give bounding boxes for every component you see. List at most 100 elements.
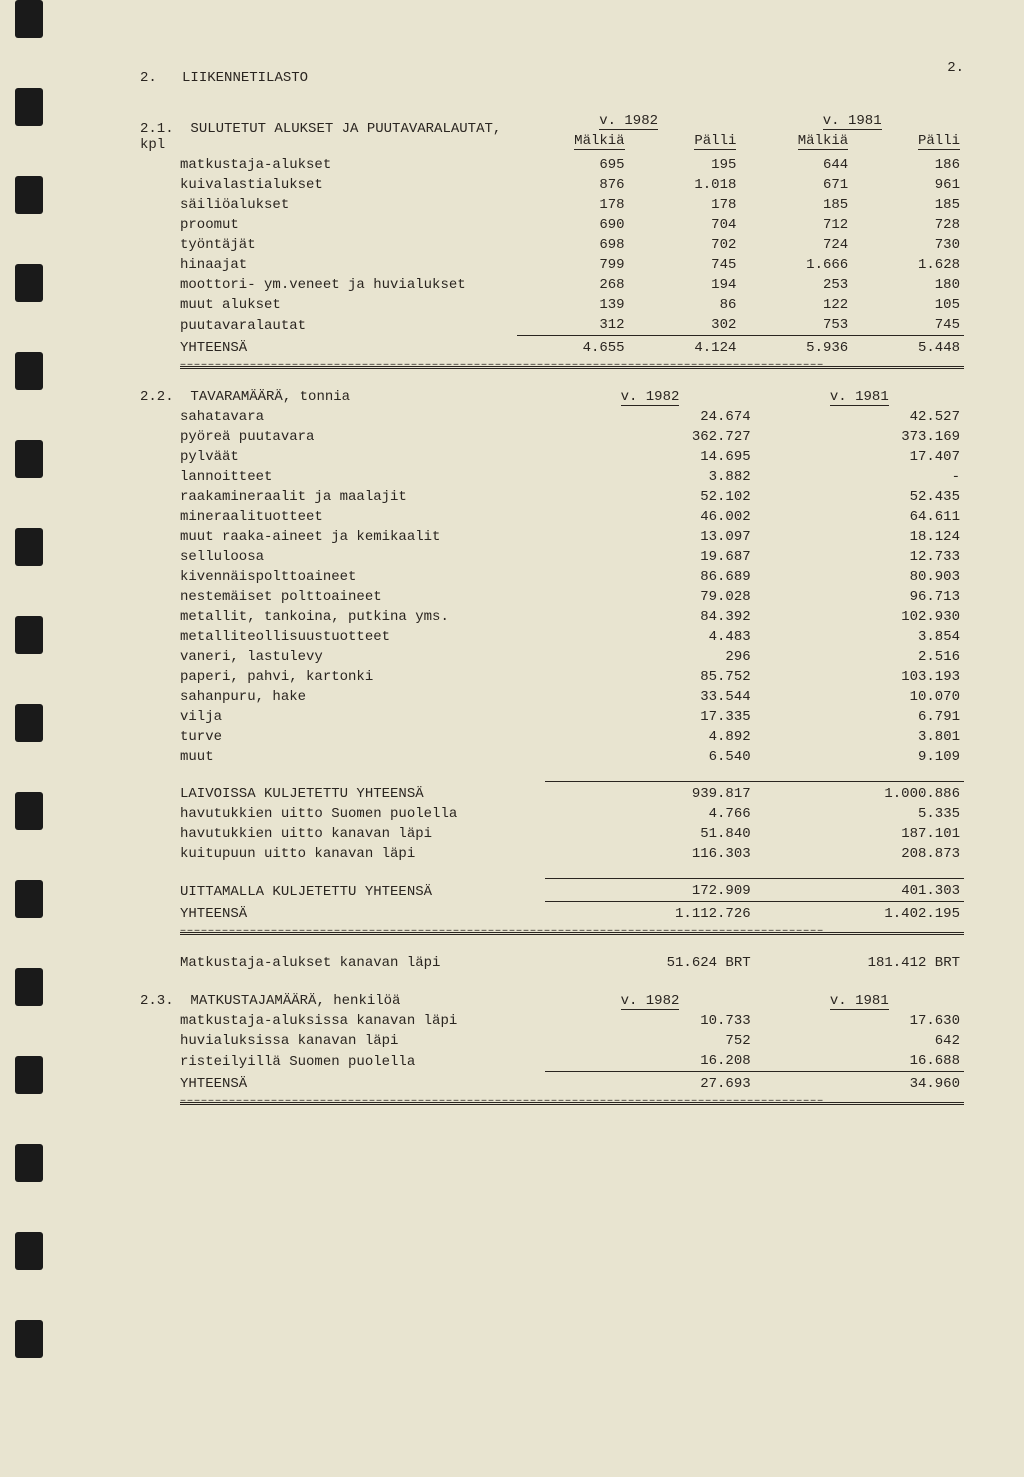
- row-val: 52.102: [545, 487, 754, 507]
- page-number: 2.: [947, 60, 964, 76]
- table-row: puutavaralautat312302753745: [140, 315, 964, 336]
- row-val: 16.688: [755, 1051, 964, 1072]
- row-val: 102.930: [755, 607, 964, 627]
- row-val: 18.124: [755, 527, 964, 547]
- row-val: 728: [852, 215, 964, 235]
- table-row: matkustaja-aluksissa kanavan läpi10.7331…: [140, 1011, 964, 1031]
- table-row: raakamineraalit ja maalajit52.10252.435: [140, 487, 964, 507]
- row-val: 644: [740, 155, 852, 175]
- section-title: LIIKENNETILASTO: [182, 70, 308, 86]
- table-row: muut alukset13986122105: [140, 295, 964, 315]
- row-val: 312: [517, 315, 629, 336]
- row-val: 103.193: [755, 667, 964, 687]
- table-row: muut raaka-aineet ja kemikaalit13.09718.…: [140, 527, 964, 547]
- table-2-2: 2.2. TAVARAMÄÄRÄ, tonnia v. 1982 v. 1981…: [140, 387, 964, 924]
- total-label: YHTEENSÄ: [140, 1072, 545, 1095]
- col-header: Mälkiä: [798, 133, 848, 150]
- table-row: pyöreä puutavara362.727373.169: [140, 427, 964, 447]
- row-val: 6.791: [755, 707, 964, 727]
- table-row: sahatavara24.67442.527: [140, 407, 964, 427]
- year-1981: v. 1981: [830, 993, 889, 1010]
- row-val: 86.689: [545, 567, 754, 587]
- row-val: 1.666: [740, 255, 852, 275]
- row-label: sahatavara: [140, 407, 545, 427]
- row-val: 116.303: [545, 844, 754, 864]
- row-val: 208.873: [755, 844, 964, 864]
- row-label: kuitupuun uitto kanavan läpi: [140, 844, 545, 864]
- subtotal-val: 401.303: [755, 879, 964, 902]
- row-val: 185: [852, 195, 964, 215]
- row-val: 42.527: [755, 407, 964, 427]
- extra-row-label: Matkustaja-alukset kanavan läpi: [140, 953, 545, 973]
- table-row: metalliteollisuustuotteet4.4833.854: [140, 627, 964, 647]
- row-val: 17.630: [755, 1011, 964, 1031]
- row-val: 52.435: [755, 487, 964, 507]
- row-label: työntäjät: [140, 235, 517, 255]
- subtotal-val: 1.000.886: [755, 782, 964, 805]
- row-label: matkustaja-alukset: [140, 155, 517, 175]
- row-val: 185: [740, 195, 852, 215]
- table-row: matkustaja-alukset695195644186: [140, 155, 964, 175]
- row-label: matkustaja-aluksissa kanavan läpi: [140, 1011, 545, 1031]
- row-val: 85.752: [545, 667, 754, 687]
- row-label: proomut: [140, 215, 517, 235]
- row-label: vaneri, lastulevy: [140, 647, 545, 667]
- row-val: 253: [740, 275, 852, 295]
- table-row: kivennäispolttoaineet86.68980.903: [140, 567, 964, 587]
- table-row: muut6.5409.109: [140, 747, 964, 767]
- total-val: 5.448: [852, 336, 964, 359]
- row-val: 10.733: [545, 1011, 754, 1031]
- subsection-title: TAVARAMÄÄRÄ, tonnia: [190, 389, 350, 405]
- row-val: 1.628: [852, 255, 964, 275]
- table-row: vilja17.3356.791: [140, 707, 964, 727]
- row-val: 961: [852, 175, 964, 195]
- table-row: kuivalastialukset8761.018671961: [140, 175, 964, 195]
- year-1982: v. 1982: [621, 993, 680, 1010]
- row-val: 186: [852, 155, 964, 175]
- row-val: 6.540: [545, 747, 754, 767]
- row-label: säiliöalukset: [140, 195, 517, 215]
- subsection-title: SULUTETUT ALUKSET JA PUUTAVARALAUTAT, kp…: [140, 121, 501, 153]
- row-label: nestemäiset polttoaineet: [140, 587, 545, 607]
- row-val: 3.801: [755, 727, 964, 747]
- row-label: kuivalastialukset: [140, 175, 517, 195]
- year-1982: v. 1982: [599, 113, 658, 130]
- table-row: työntäjät698702724730: [140, 235, 964, 255]
- row-val: 51.840: [545, 824, 754, 844]
- row-val: 10.070: [755, 687, 964, 707]
- row-val: 302: [629, 315, 741, 336]
- total-val: 5.936: [740, 336, 852, 359]
- row-label: huvialuksissa kanavan läpi: [140, 1031, 545, 1051]
- row-val: 704: [629, 215, 741, 235]
- row-val: 105: [852, 295, 964, 315]
- row-val: 9.109: [755, 747, 964, 767]
- table-2-1: 2.1. SULUTETUT ALUKSET JA PUUTAVARALAUTA…: [140, 111, 964, 358]
- table-row: pylväät14.69517.407: [140, 447, 964, 467]
- row-label: risteilyillä Suomen puolella: [140, 1051, 545, 1072]
- row-val: 4.892: [545, 727, 754, 747]
- row-label: vilja: [140, 707, 545, 727]
- total-val: 4.124: [629, 336, 741, 359]
- col-header: Pälli: [694, 133, 736, 150]
- row-label: selluloosa: [140, 547, 545, 567]
- row-val: -: [755, 467, 964, 487]
- row-val: 86: [629, 295, 741, 315]
- row-val: 695: [517, 155, 629, 175]
- table-row: vaneri, lastulevy2962.516: [140, 647, 964, 667]
- table-row: risteilyillä Suomen puolella16.20816.688: [140, 1051, 964, 1072]
- row-val: 24.674: [545, 407, 754, 427]
- row-val: 139: [517, 295, 629, 315]
- table-2-2-extra: Matkustaja-alukset kanavan läpi 51.624 B…: [140, 953, 964, 973]
- extra-row-val: 51.624 BRT: [545, 953, 754, 973]
- row-val: 2.516: [755, 647, 964, 667]
- row-label: puutavaralautat: [140, 315, 517, 336]
- table-row: säiliöalukset178178185185: [140, 195, 964, 215]
- row-label: turve: [140, 727, 545, 747]
- table-row: turve4.8923.801: [140, 727, 964, 747]
- binding-holes: [15, 0, 45, 1477]
- row-val: 712: [740, 215, 852, 235]
- row-val: 799: [517, 255, 629, 275]
- row-val: 671: [740, 175, 852, 195]
- total-val: 1.402.195: [755, 902, 964, 925]
- row-val: 698: [517, 235, 629, 255]
